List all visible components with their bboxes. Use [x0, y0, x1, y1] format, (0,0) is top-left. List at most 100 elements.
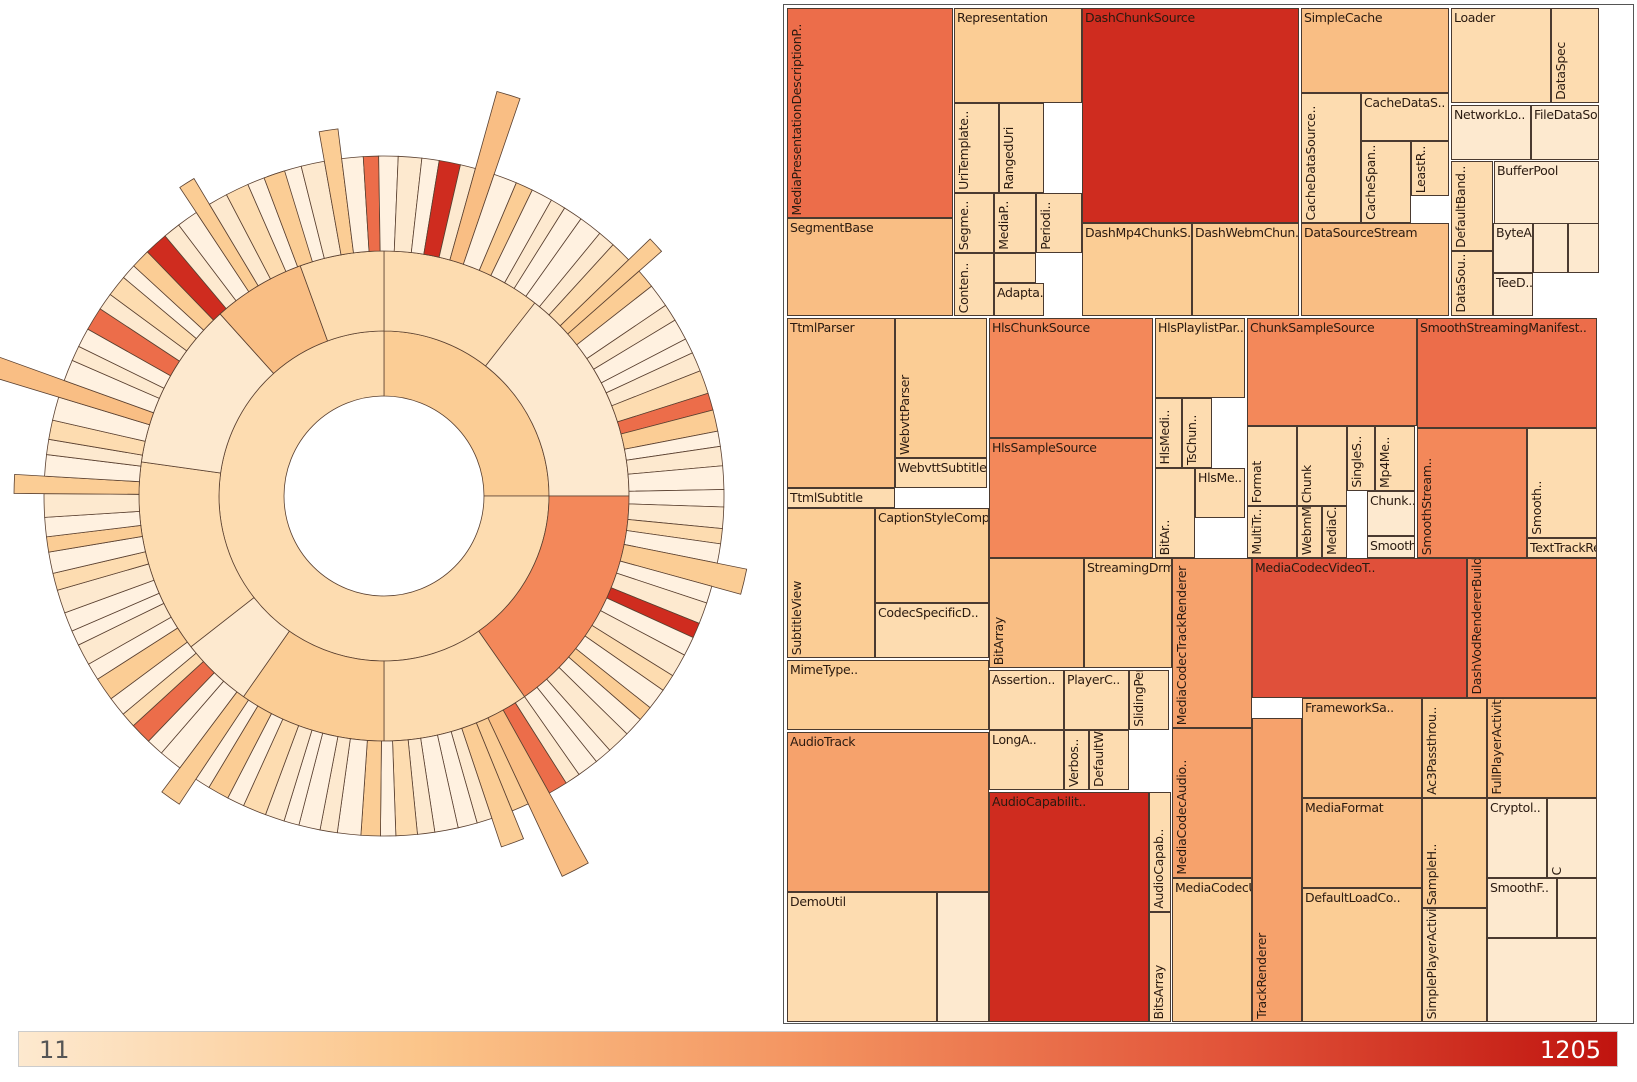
treemap-cell-label: AudioCapabilit..: [992, 794, 1086, 809]
treemap-cell-label: DefaultWebmExtracto..: [1091, 731, 1106, 787]
treemap-cell-label: CodecSpecificD..: [878, 605, 979, 620]
treemap-cell-label: SubtitleView: [789, 580, 804, 655]
treemap-cell: WebvttParser: [895, 318, 987, 458]
treemap-cell: StreamingDrmSessionM..: [1084, 558, 1172, 668]
treemap-cell: TsChun..: [1182, 398, 1212, 468]
treemap-cell-label: SmoothStreaming..: [1370, 538, 1414, 553]
treemap-cell-label: MediaC..: [1324, 506, 1339, 555]
treemap-cell: Cryptol..: [1487, 798, 1547, 878]
treemap-cell-label: FileDataSo..: [1534, 107, 1599, 122]
treemap-cell: Verbos..: [1064, 730, 1089, 790]
treemap-cell: MediaCodecUtil: [1172, 878, 1252, 1022]
treemap-cell-label: SimplePlayerActivity: [1424, 908, 1439, 1019]
treemap-cell: [1557, 878, 1597, 938]
treemap-cell: DashVodRendererBuilder: [1467, 558, 1597, 698]
treemap-cell-label: MediaFormat: [1305, 800, 1384, 815]
treemap-cell: [994, 253, 1036, 283]
treemap-cell-label: LongA..: [992, 732, 1037, 747]
treemap-cell: ChunkSampleSource: [1247, 318, 1417, 426]
treemap-cell-label: DashChunkSource: [1085, 10, 1195, 25]
treemap-cell-label: DataSou..: [1453, 254, 1468, 313]
treemap-cell-label: AudioTrack: [790, 734, 856, 749]
treemap-cell-label: RangedUri: [1001, 127, 1016, 190]
treemap-cell: TeeD..: [1493, 273, 1533, 316]
treemap-cell: Ac3Passthrou..: [1422, 698, 1487, 798]
treemap-cell-label: TrackRenderer: [1254, 933, 1269, 1019]
treemap-cell-label: Mp4Me..: [1377, 437, 1392, 488]
treemap-cell: Assertion..: [989, 670, 1064, 730]
treemap-cell-label: MediaCodecVideoT..: [1255, 560, 1376, 575]
treemap-cell: MediaPresentationDescriptionP..: [787, 8, 953, 218]
treemap-cell-label: NetworkLo..: [1454, 107, 1526, 122]
treemap-cell: DashWebmChun..: [1192, 223, 1299, 316]
treemap-cell: CacheDataSource..: [1301, 93, 1361, 223]
treemap-cell: [1487, 938, 1597, 1022]
treemap-cell-label: BitsArray: [1151, 964, 1166, 1019]
treemap-cell-label: Chunk..: [1370, 493, 1415, 508]
treemap-cell: FullPlayerActivity: [1487, 698, 1597, 798]
treemap-cell-label: HlsMe..: [1198, 470, 1242, 485]
treemap-cell: RangedUri: [999, 103, 1044, 193]
treemap-cell-label: DefaultLoadCo..: [1305, 890, 1401, 905]
treemap-cell: Format: [1247, 426, 1297, 506]
treemap-cell-label: SmoothStreamingManifest..: [1420, 320, 1587, 335]
treemap-cell: DataSou..: [1451, 251, 1493, 316]
treemap-cell-label: MultiTr..: [1249, 509, 1264, 555]
treemap-cell: HlsChunkSource: [989, 318, 1153, 438]
sunburst-chart: [0, 90, 748, 877]
treemap-cell-label: HlsPlaylistPar..: [1158, 320, 1244, 335]
treemap-cell: TtmlSubtitle: [787, 488, 895, 508]
treemap-cell-label: ByteA..: [1496, 225, 1532, 240]
treemap-cell-label: Cryptol..: [1490, 800, 1541, 815]
treemap-cell-label: UriTemplate..: [956, 111, 971, 190]
treemap-cell-label: MediaCodecAudio..: [1174, 760, 1189, 875]
treemap-cell-label: CacheSpan..: [1363, 145, 1378, 220]
treemap-cell: NetworkLo..: [1451, 105, 1531, 160]
treemap-cell: Segme..: [954, 193, 994, 253]
treemap-cell: FrameworkSa..: [1302, 698, 1422, 798]
treemap-cell-label: Periodi..: [1038, 202, 1053, 250]
treemap-cell: SimpleCache: [1301, 8, 1449, 93]
treemap-cell: SmoothStreamingManifest..: [1417, 318, 1597, 428]
treemap-cell-label: MediaCodecTrackRenderer: [1174, 565, 1189, 725]
treemap-cell: SampleH..: [1422, 798, 1487, 908]
treemap-cell-label: Chunk: [1299, 464, 1314, 503]
treemap-cell: TrackRenderer: [1252, 718, 1302, 1022]
treemap-cell-label: Format: [1249, 460, 1264, 503]
legend-max-label: 1205: [1539, 1036, 1601, 1064]
treemap-cell: Adapta..: [994, 283, 1044, 316]
treemap-cell: CodecSpecificD..: [875, 603, 989, 658]
treemap-cell-label: SimpleCache: [1304, 10, 1383, 25]
color-legend: 11 1205: [18, 1031, 1618, 1067]
treemap-cell-label: Loader: [1454, 10, 1496, 25]
treemap-cell: MediaCodecTrackRenderer: [1172, 558, 1252, 728]
treemap-cell-label: MediaPresentationDescriptionP..: [789, 23, 804, 215]
treemap-cell-label: MimeType..: [790, 662, 858, 677]
treemap-cell: SmoothF..: [1487, 878, 1557, 938]
treemap-cell-label: DataSpec: [1553, 42, 1568, 100]
treemap-cell: FileDataSo..: [1531, 105, 1599, 160]
treemap-cell-label: BitArray: [991, 616, 1006, 665]
treemap-cell-label: DashVodRendererBuilder: [1469, 558, 1484, 695]
treemap-cell-label: TtmlSubtitle: [790, 490, 863, 505]
treemap-cell-label: SampleH..: [1424, 843, 1439, 905]
treemap-cell: [937, 892, 989, 1022]
treemap-cell: MediaCodecVideoT..: [1252, 558, 1467, 698]
treemap-cell: TextTrackRenderer: [1527, 538, 1597, 558]
treemap-cell-label: DataSourceStream: [1304, 225, 1418, 240]
legend-min-label: 11: [39, 1036, 70, 1064]
treemap-cell: TtmlParser: [787, 318, 895, 488]
treemap-cell-label: PlayerC..: [1067, 672, 1120, 687]
treemap-cell-label: DashMp4ChunkS..: [1085, 225, 1192, 240]
treemap-cell-label: ChunkSampleSource: [1250, 320, 1375, 335]
treemap-cell: ByteA..: [1493, 223, 1533, 273]
treemap-cell: DashMp4ChunkS..: [1082, 223, 1192, 316]
treemap-cell-label: Adapta..: [997, 285, 1044, 300]
treemap-cell: Smooth..: [1527, 428, 1597, 538]
treemap-cell-label: TextTrackRenderer: [1530, 540, 1596, 555]
treemap-cell-label: HlsMedi..: [1157, 410, 1172, 465]
treemap-chart: MediaPresentationDescriptionP.. Represent…: [783, 4, 1634, 1024]
treemap-cell: CaptionStyleComp..: [875, 508, 989, 603]
treemap-cell-label: TtmlParser: [790, 320, 855, 335]
treemap-cell-label: WebvttSubtitle..: [898, 460, 987, 475]
